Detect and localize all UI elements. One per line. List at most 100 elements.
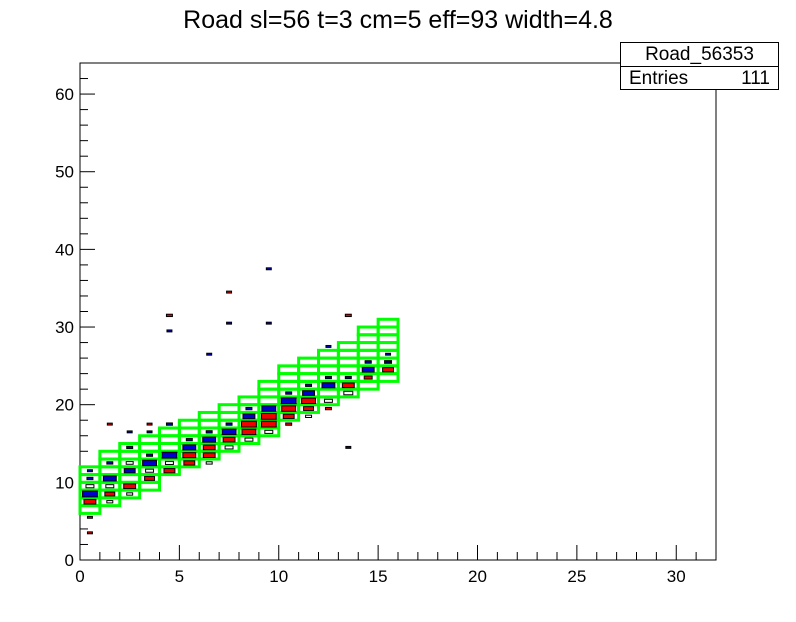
hit-cell-red bbox=[144, 476, 156, 481]
hit-cell-red bbox=[165, 313, 173, 318]
hit-cell-red bbox=[241, 428, 257, 436]
hit-cell-red bbox=[341, 382, 355, 389]
hit-cell-outline bbox=[224, 445, 234, 450]
hit-cell-outline bbox=[145, 468, 155, 473]
hit-cell-red bbox=[282, 413, 295, 419]
hit-cell-blue bbox=[126, 445, 134, 450]
x-tick-label: 20 bbox=[468, 567, 487, 586]
hit-cell-blue bbox=[305, 383, 313, 387]
stats-box: Road_56353 Entries 111 bbox=[620, 42, 779, 90]
hit-cell-red bbox=[163, 468, 176, 474]
hit-cell-blue bbox=[221, 428, 237, 436]
hit-cell-outline bbox=[264, 429, 274, 434]
hit-cell-red bbox=[285, 422, 293, 426]
hit-cell-red bbox=[182, 452, 197, 459]
hit-cell-outline bbox=[164, 460, 174, 465]
x-tick-label: 30 bbox=[667, 567, 686, 586]
road-window-cell bbox=[158, 426, 181, 438]
hit-cell-blue bbox=[325, 344, 332, 348]
road-window-cell bbox=[237, 395, 261, 407]
x-tick-label: 5 bbox=[175, 567, 184, 586]
x-tick-label: 25 bbox=[567, 567, 586, 586]
hit-cell-blue bbox=[185, 437, 193, 442]
plot-frame bbox=[79, 62, 717, 561]
stats-entries-label: Entries bbox=[629, 68, 689, 89]
road-window-cell bbox=[98, 449, 122, 461]
hit-cell-blue bbox=[146, 453, 154, 457]
hit-cell-blue bbox=[265, 267, 272, 271]
hit-cell-outline bbox=[105, 484, 115, 489]
y-tick-label: 40 bbox=[55, 240, 74, 259]
hit-cell-blue bbox=[364, 360, 372, 364]
hit-cell-outline bbox=[323, 398, 333, 403]
hit-cell-blue bbox=[285, 391, 293, 395]
road-window-cell bbox=[217, 403, 241, 414]
hit-cell-red bbox=[86, 515, 93, 519]
hit-cell-blue bbox=[361, 366, 375, 373]
hit-cell-blue bbox=[245, 406, 253, 411]
hit-cell-red bbox=[104, 491, 116, 497]
hit-cell-red bbox=[202, 444, 216, 451]
road-window-cell bbox=[257, 379, 281, 391]
hit-cell-outline bbox=[305, 414, 313, 419]
hit-cell-blue bbox=[182, 444, 197, 451]
y-tick-label: 50 bbox=[55, 163, 74, 182]
hit-cell-blue bbox=[106, 461, 114, 465]
hit-cell-blue bbox=[385, 360, 392, 364]
hit-cell-red bbox=[281, 405, 297, 412]
hit-cell-blue bbox=[166, 329, 173, 333]
hit-cell-blue bbox=[206, 352, 213, 356]
road-window-cell bbox=[317, 348, 340, 360]
hit-cell-blue bbox=[321, 382, 336, 389]
road-window-cell bbox=[356, 325, 380, 337]
hit-cell-red bbox=[260, 412, 277, 420]
road-window-cell bbox=[297, 356, 320, 368]
y-tick-label: 20 bbox=[55, 396, 74, 415]
chart-title: Road sl=56 t=3 cm=5 eff=93 width=4.8 bbox=[183, 6, 613, 34]
stats-entries-value: 111 bbox=[741, 68, 770, 89]
hit-cell-blue bbox=[324, 375, 332, 380]
hit-cell-blue bbox=[261, 405, 277, 412]
y-tick-label: 10 bbox=[55, 473, 74, 492]
hit-cell-blue bbox=[280, 397, 297, 405]
hit-cell-red bbox=[363, 375, 373, 380]
road-window-cell bbox=[376, 317, 400, 329]
hit-cell-red bbox=[240, 420, 257, 428]
y-tick-label: 60 bbox=[55, 85, 74, 104]
hit-cell-blue bbox=[202, 436, 217, 443]
hit-cell-red bbox=[202, 452, 216, 458]
hit-cell-blue bbox=[225, 422, 233, 426]
hit-cell-red bbox=[324, 406, 332, 411]
hit-cell-blue bbox=[345, 445, 352, 449]
road-window-cell bbox=[197, 410, 221, 422]
hit-cell-outline bbox=[85, 484, 95, 489]
hit-cell-blue bbox=[161, 451, 178, 459]
hit-cell-red bbox=[146, 422, 153, 426]
road-window-cell bbox=[277, 364, 301, 376]
road-window-cell bbox=[177, 418, 201, 430]
hit-cell-blue bbox=[86, 469, 93, 473]
hit-cell-red bbox=[301, 397, 317, 405]
hit-cell-red bbox=[222, 436, 236, 443]
hit-cell-outline bbox=[106, 500, 114, 504]
x-tick-label: 0 bbox=[75, 567, 84, 586]
hit-cell-outline bbox=[125, 461, 134, 465]
hit-cell-red bbox=[382, 367, 395, 373]
hit-cell-blue bbox=[265, 321, 272, 325]
hit-cell-blue bbox=[302, 390, 316, 396]
road-window-cell bbox=[336, 341, 360, 352]
hit-cell-blue bbox=[123, 468, 136, 474]
x-tick-label: 10 bbox=[269, 567, 288, 586]
hit-cell-outline bbox=[205, 461, 213, 465]
hit-cell-red bbox=[106, 422, 113, 426]
hit-cell-red bbox=[86, 531, 93, 535]
hit-cell-blue bbox=[205, 430, 213, 434]
hit-cell-blue bbox=[142, 459, 158, 467]
hit-cell-blue bbox=[226, 321, 233, 325]
hit-cell-red bbox=[83, 498, 97, 505]
hit-cell-red bbox=[344, 313, 352, 318]
y-tick-label: 30 bbox=[55, 318, 74, 337]
hit-cell-outline bbox=[126, 492, 134, 496]
hit-cell-blue bbox=[242, 413, 256, 420]
